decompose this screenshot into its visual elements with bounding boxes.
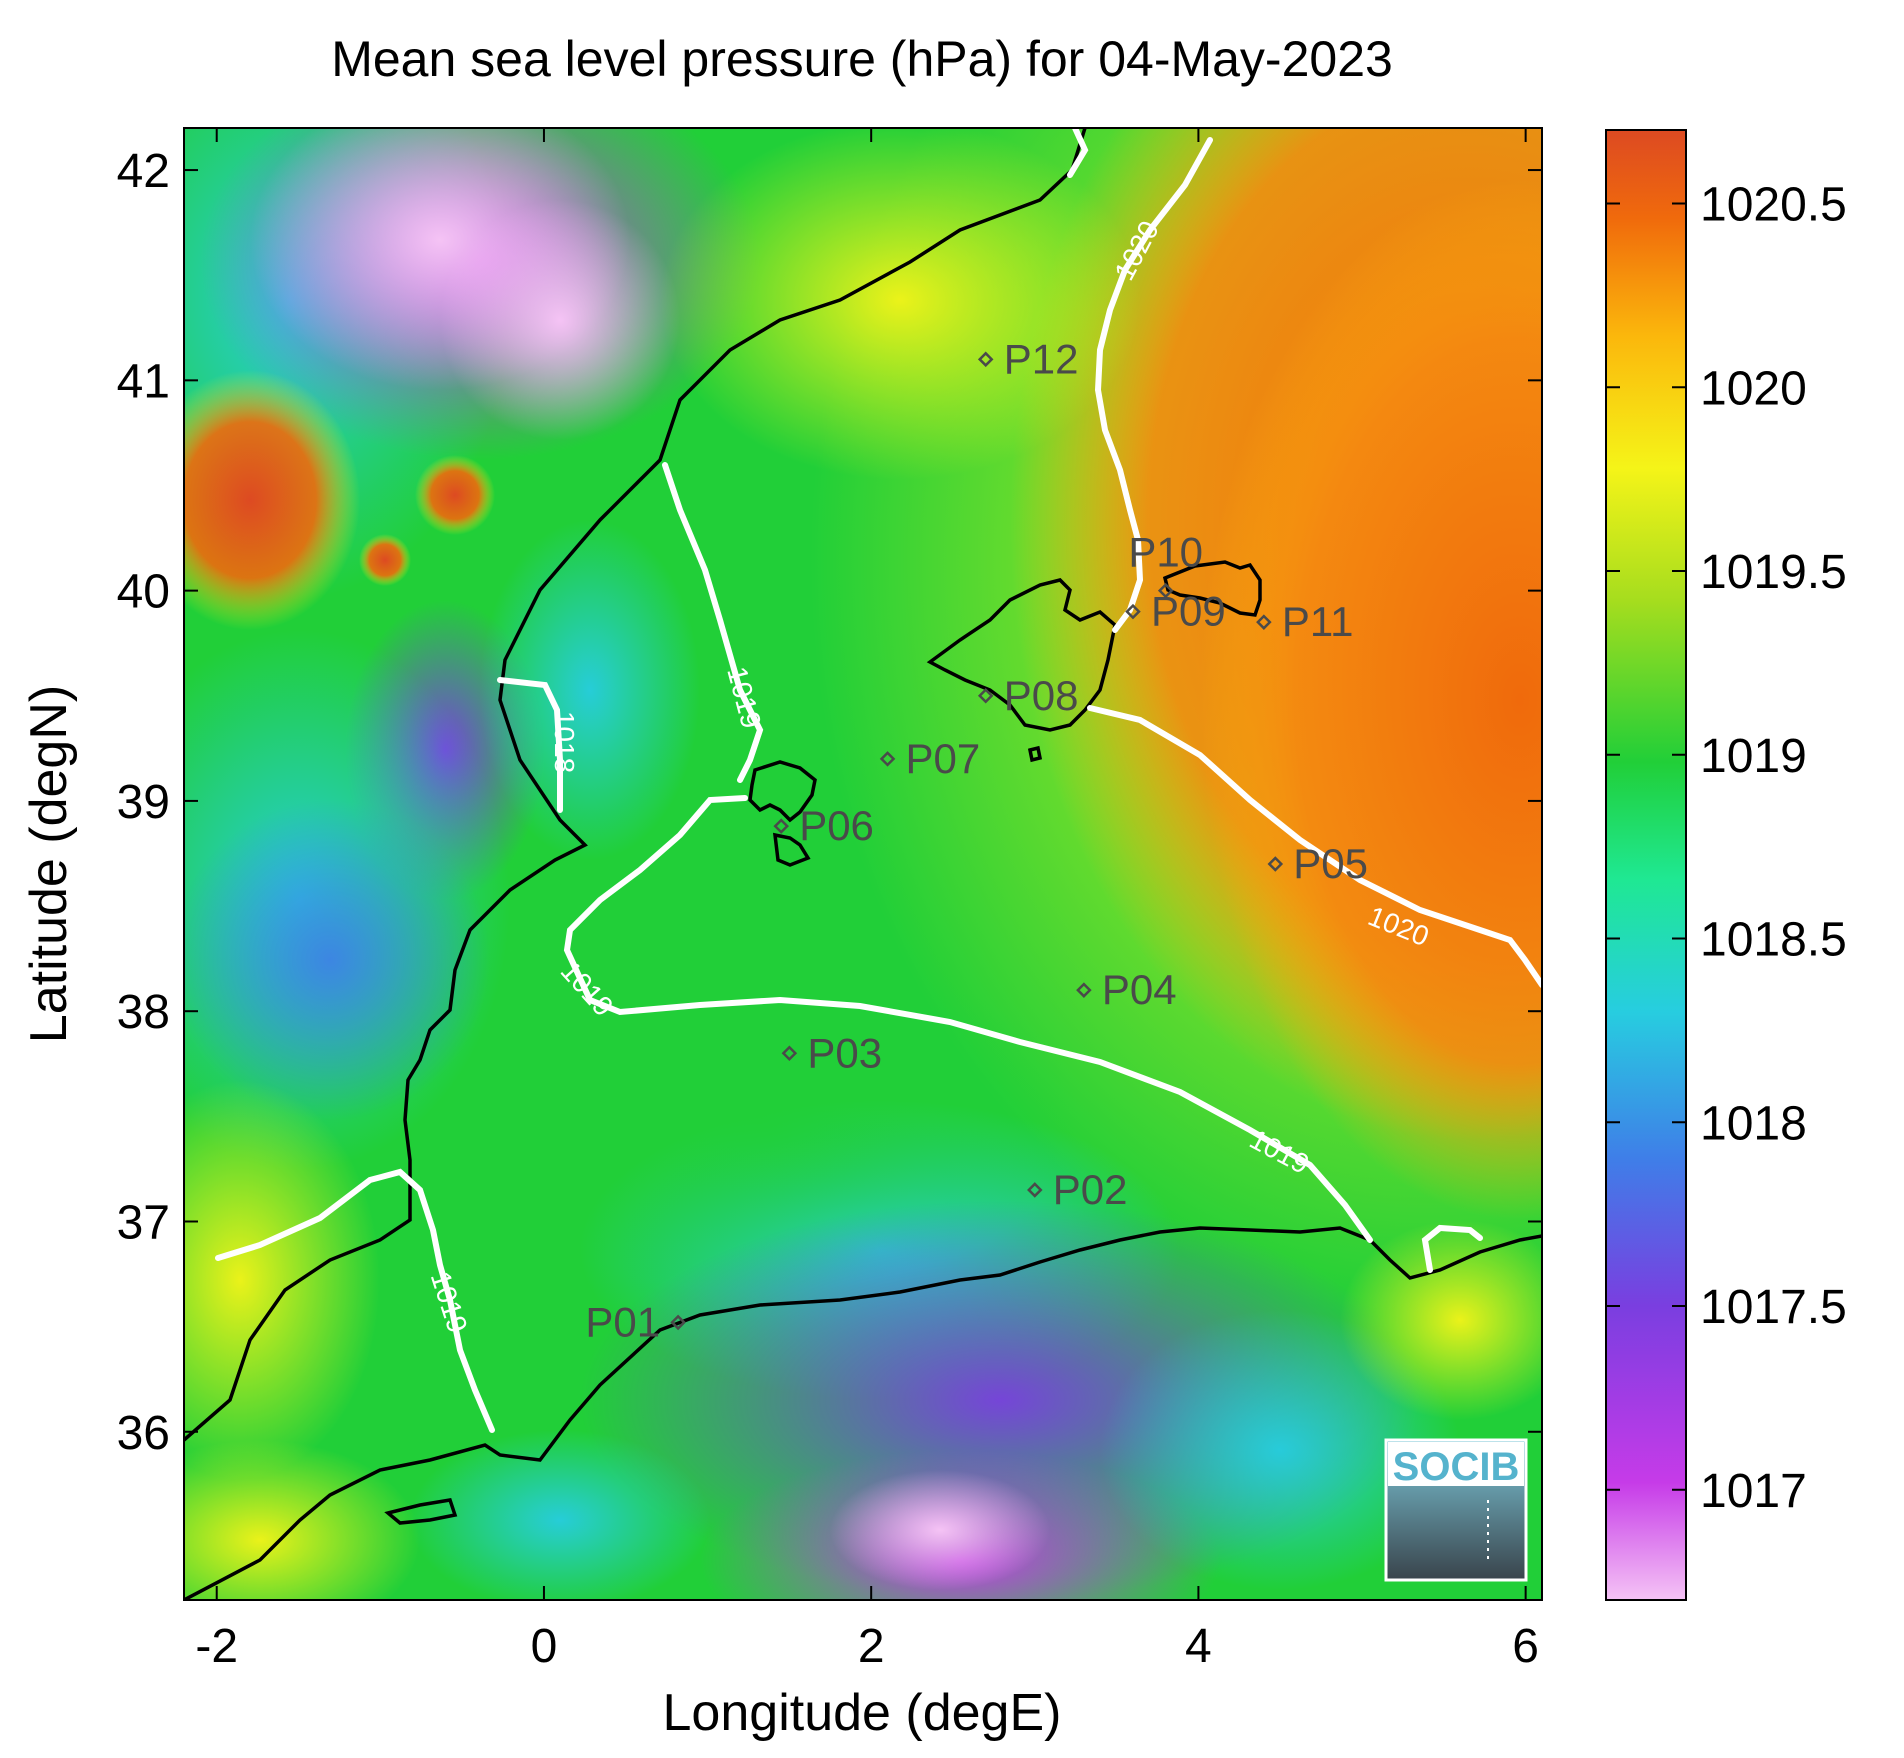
station-label: P10 [1128, 529, 1203, 576]
station-label: P02 [1053, 1166, 1128, 1213]
station-marker [773, 818, 789, 834]
station-label: P12 [1004, 335, 1079, 382]
socib-logo: SOCIB [1384, 1438, 1528, 1582]
y-tick-label: 42 [117, 145, 170, 198]
station-label: P03 [807, 1029, 882, 1076]
contour-1020-south [1087, 705, 1542, 988]
colorbar-tick-label: 1020.5 [1700, 179, 1847, 232]
station-p10: P10 [1128, 529, 1203, 599]
station-marker [670, 1314, 686, 1331]
station-marker [1125, 603, 1141, 620]
station-label: P11 [1282, 598, 1354, 645]
station-marker [1027, 1182, 1043, 1198]
x-tick-label: 4 [1185, 1620, 1212, 1673]
x-axis-label: Longitude (degE) [663, 1684, 1062, 1742]
station-label: P05 [1293, 840, 1368, 887]
coastline-menorca [1162, 560, 1262, 617]
coastline-cabrera [1027, 745, 1043, 763]
y-tick-label: 40 [117, 566, 170, 619]
x-tick-label: 0 [531, 1620, 558, 1673]
contour-1018 [497, 677, 563, 813]
station-label: P04 [1102, 966, 1177, 1013]
station-marker [1076, 982, 1092, 998]
coastlines [184, 128, 1542, 1600]
contour-1019-small [1421, 1224, 1483, 1273]
contour-1020-main [1094, 137, 1213, 633]
plot-area: 1018 1019 1019 1019 1019 1020 1020 P01 P0… [183, 127, 1543, 1601]
station-marker [1157, 582, 1174, 599]
x-tick-label: -2 [195, 1620, 238, 1673]
station-p12: P12 [977, 335, 1079, 382]
chart-title: Mean sea level pressure (hPa) for 04-May… [331, 31, 1393, 87]
x-axis: -2 0 2 4 6 [195, 128, 1539, 1673]
station-marker [977, 688, 994, 704]
contour-1019-main [563, 795, 1373, 1243]
colorbar-tick-label: 1018 [1700, 1097, 1807, 1150]
x-tick-label: 2 [858, 1620, 885, 1673]
coastline-iberia [184, 128, 1087, 1442]
station-p06: P06 [773, 802, 874, 849]
station-marker [1267, 856, 1284, 872]
pressure-contours [215, 128, 1542, 1433]
coastline-mallorca [926, 578, 1117, 732]
colorbar-ticks: 1017 1017.5 1018 1018.5 1019 1019.5 1020 1020.5 [1606, 179, 1847, 1518]
colorbar-tick-label: 1020 [1700, 362, 1807, 415]
station-marker [879, 751, 896, 767]
station-p07: P07 [879, 735, 981, 782]
station-p03: P03 [781, 1029, 882, 1076]
station-label: P08 [1004, 672, 1079, 719]
contour-1019-southwest [215, 1168, 495, 1433]
x-tick-label: 6 [1512, 1620, 1539, 1673]
y-tick-label: 37 [117, 1196, 170, 1249]
station-marker [977, 351, 994, 368]
colorbar-tick-label: 1017.5 [1700, 1281, 1847, 1334]
y-tick-label: 36 [117, 1407, 170, 1460]
coastline-ibiza [748, 760, 817, 823]
station-label: P06 [799, 802, 874, 849]
station-p01: P01 [585, 1298, 686, 1345]
contour-label: 1018 [549, 711, 580, 773]
coastline-formentera [772, 832, 811, 867]
contour-1020-north [1067, 128, 1089, 178]
contour-labels: 1018 1019 1019 1019 1019 1020 1020 [425, 216, 1434, 1337]
station-marker [1256, 614, 1272, 630]
y-tick-label: 38 [117, 986, 170, 1039]
station-p05: P05 [1267, 840, 1368, 887]
colorbar-tick-label: 1019.5 [1700, 546, 1847, 599]
station-marker [781, 1045, 798, 1062]
coastline-gibraltar-south [184, 1226, 1542, 1600]
station-label: P07 [906, 735, 981, 782]
colorbar-tick-label: 1019 [1700, 730, 1807, 783]
station-label: P01 [585, 1298, 660, 1345]
colorbar-tick-label: 1018.5 [1700, 914, 1847, 967]
colorbar-tick-label: 1017 [1700, 1465, 1807, 1518]
contour-1019-north [662, 462, 764, 783]
station-p11: P11 [1256, 598, 1354, 645]
y-tick-label: 41 [117, 355, 170, 408]
coastline-alboran-island [384, 1498, 458, 1525]
plot-frame [183, 127, 1543, 1601]
station-p02: P02 [1027, 1166, 1128, 1213]
logo-text: SOCIB [1393, 1445, 1520, 1489]
y-tick-label: 39 [117, 776, 170, 829]
colorbar-gradient [1605, 129, 1687, 1601]
y-axis: 36 37 38 39 40 41 42 [117, 145, 1542, 1460]
y-axis-label: Latitude (degN) [20, 685, 78, 1043]
station-p08: P08 [977, 672, 1079, 719]
station-p04: P04 [1076, 966, 1177, 1013]
colorbar: 1017 1017.5 1018 1018.5 1019 1019.5 1020 1020.5 [1605, 129, 1847, 1601]
